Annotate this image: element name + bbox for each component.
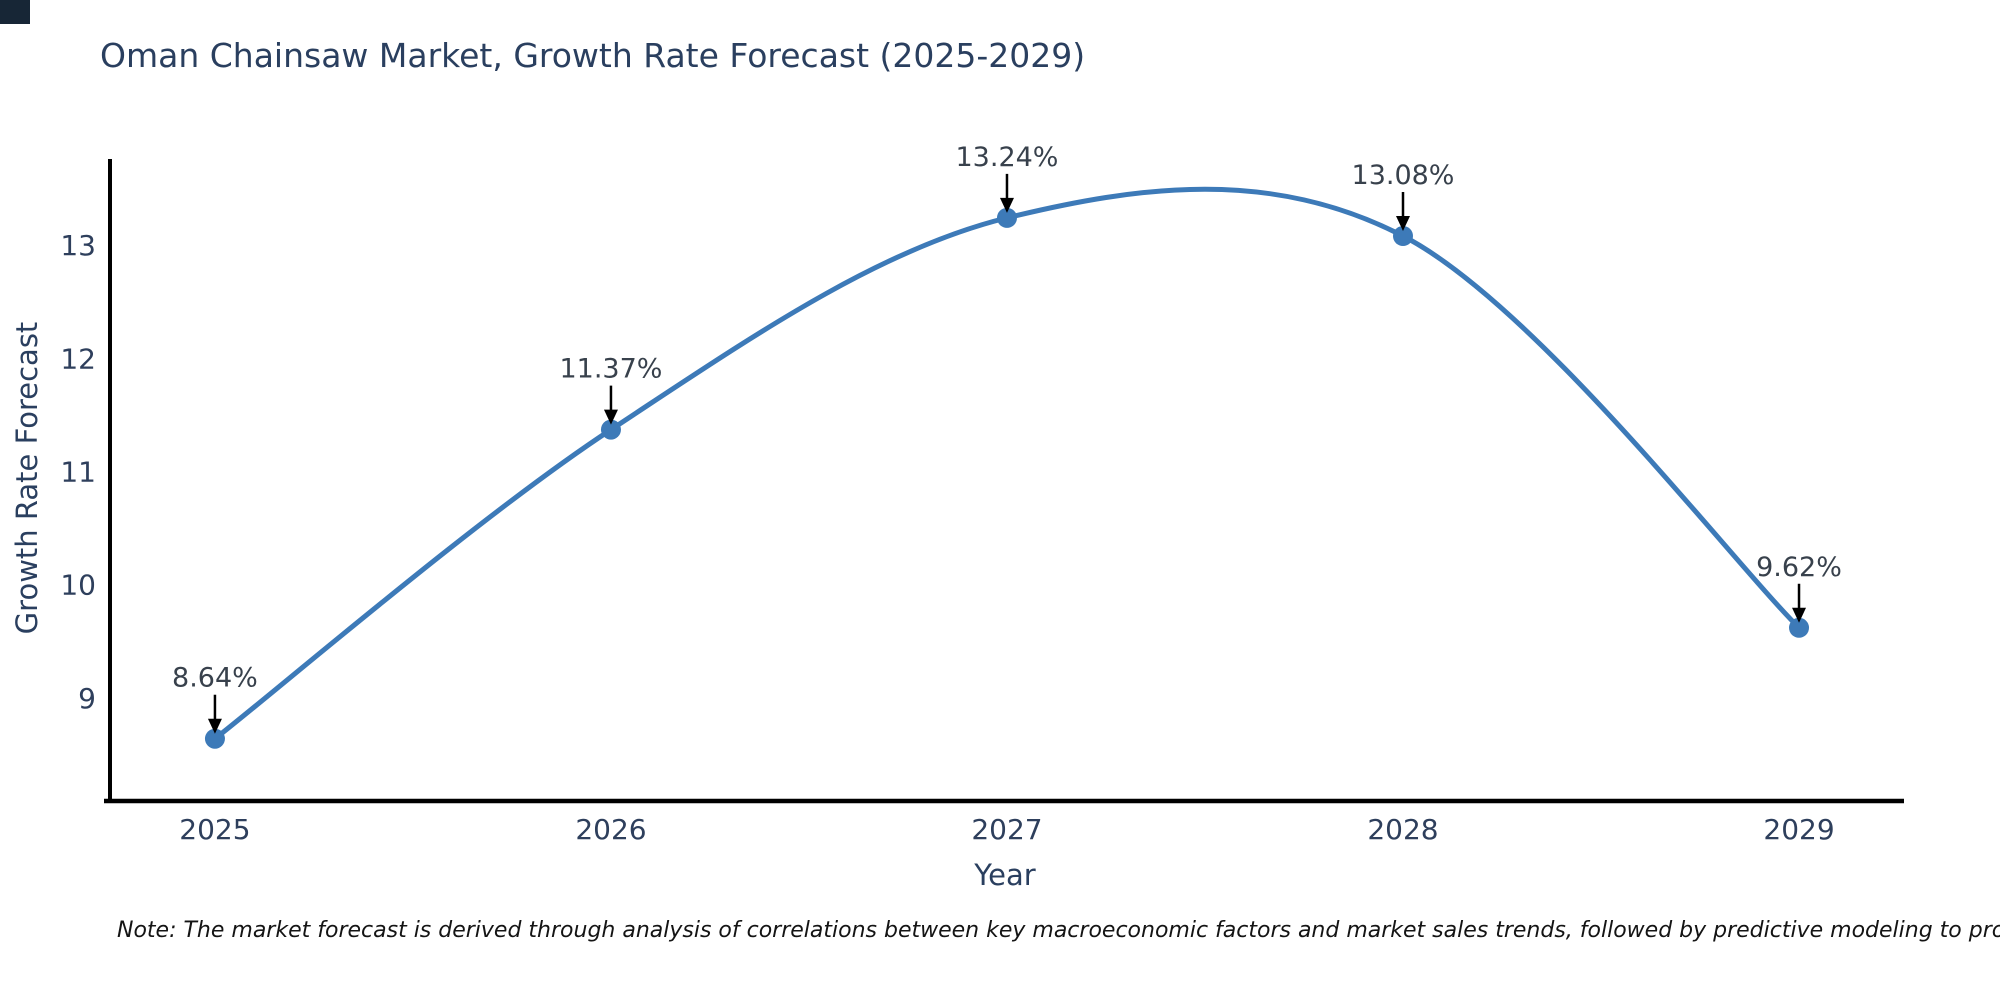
- chart-title: Oman Chainsaw Market, Growth Rate Foreca…: [100, 36, 1086, 75]
- annotation-arrowhead: [207, 718, 222, 734]
- trend-line: [212, 186, 1802, 742]
- point-label: 8.64%: [172, 663, 258, 694]
- x-tick-label: 2029: [1763, 813, 1834, 846]
- annotation-arrowhead: [999, 197, 1014, 213]
- point-label: 13.24%: [956, 142, 1059, 173]
- y-tick-label: 11: [60, 456, 96, 489]
- y-tick-label: 10: [60, 569, 96, 602]
- corner-mark: [0, 0, 30, 24]
- data-point: [1392, 225, 1413, 246]
- footnote: Note: The market forecast is derived thr…: [117, 918, 2000, 943]
- data-point: [1789, 617, 1810, 638]
- y-tick-label: 13: [60, 229, 96, 262]
- point-label: 11.37%: [559, 354, 662, 385]
- x-axis-title: Year: [974, 858, 1036, 892]
- point-label: 13.08%: [1352, 160, 1455, 191]
- data-point: [204, 728, 225, 749]
- annotation-arrowhead: [1792, 607, 1807, 623]
- data-point: [600, 419, 621, 440]
- point-label: 9.62%: [1756, 552, 1842, 583]
- y-tick-label: 9: [78, 682, 96, 715]
- annotation-arrowhead: [1395, 215, 1410, 231]
- data-point: [996, 207, 1017, 228]
- x-tick-label: 2025: [179, 813, 250, 846]
- x-tick-label: 2026: [575, 813, 646, 846]
- annotation-arrowhead: [603, 409, 618, 425]
- x-tick-label: 2028: [1367, 813, 1438, 846]
- y-tick-label: 12: [60, 342, 96, 375]
- x-tick-label: 2027: [971, 813, 1042, 846]
